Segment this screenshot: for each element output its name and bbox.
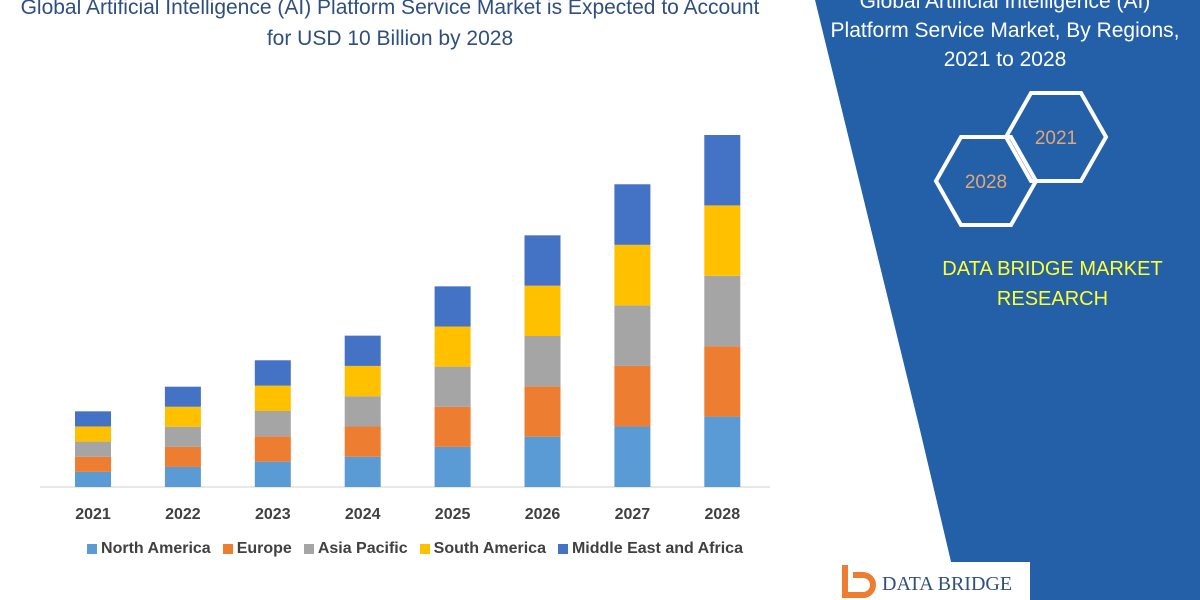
x-tick-label: 2027 bbox=[615, 506, 651, 523]
legend-swatch bbox=[557, 544, 568, 554]
bar-segment bbox=[344, 456, 381, 487]
bar-segment bbox=[434, 366, 471, 407]
legend-label: South America bbox=[433, 540, 546, 557]
bar-segment bbox=[75, 441, 111, 457]
legend-item: Europe bbox=[222, 540, 292, 558]
legend-swatch bbox=[419, 544, 430, 554]
legend-item: North America bbox=[87, 540, 211, 558]
logo-text: DATA BRIDGE bbox=[882, 573, 1012, 595]
bar-segment bbox=[344, 335, 381, 366]
hexagon bbox=[933, 135, 1039, 227]
bar-segment bbox=[434, 286, 471, 327]
legend: North America Europe Asia Pacific South Ame… bbox=[40, 540, 790, 558]
bar-segment bbox=[344, 396, 381, 427]
bar-segment bbox=[254, 436, 291, 462]
legend-swatch bbox=[222, 544, 233, 554]
bar-segment bbox=[254, 385, 291, 411]
bar-segment bbox=[614, 365, 651, 427]
legend-label: North America bbox=[101, 540, 211, 557]
bar-segment bbox=[704, 416, 741, 487]
x-tick-label: 2022 bbox=[165, 506, 201, 523]
legend-swatch bbox=[87, 544, 98, 554]
bar-segment bbox=[164, 386, 201, 407]
bar-segment bbox=[164, 426, 201, 447]
bar-segment bbox=[164, 446, 201, 467]
bar-segment bbox=[164, 406, 201, 427]
chart-title: Global Artificial Intelligence (AI) Plat… bbox=[20, 0, 760, 50]
bar-segment bbox=[704, 205, 741, 276]
bar-segment bbox=[344, 426, 381, 457]
bar-segment bbox=[75, 456, 111, 472]
bar-segment bbox=[254, 461, 291, 487]
bar-segment bbox=[75, 426, 111, 442]
bar-segment bbox=[614, 426, 651, 487]
badge-label: 2021 bbox=[1035, 128, 1077, 149]
x-tick-label: 2028 bbox=[705, 506, 741, 523]
bar-segment bbox=[434, 446, 471, 487]
bar-segment bbox=[434, 326, 471, 367]
legend-label: Asia Pacific bbox=[317, 540, 408, 557]
side-title: Global Artificial Intelligence (AI) Plat… bbox=[830, 0, 1180, 71]
bar-segment bbox=[75, 471, 111, 487]
brand: DATA BRIDGE MARKET RESEARCH bbox=[942, 258, 1163, 310]
legend-item: South America bbox=[419, 540, 546, 558]
logo-icon bbox=[842, 565, 876, 598]
x-tick-label: 2023 bbox=[255, 506, 291, 523]
bar-segment bbox=[524, 386, 561, 437]
bar-segment bbox=[704, 346, 741, 417]
legend-item: Middle East and Africa bbox=[557, 540, 743, 558]
side-panel-bg bbox=[815, 0, 1200, 600]
bar-segment bbox=[254, 360, 291, 386]
x-tick-label: 2026 bbox=[525, 506, 561, 523]
bar-segment bbox=[524, 285, 561, 336]
x-tick-label: 2021 bbox=[75, 506, 111, 523]
legend-swatch bbox=[303, 544, 314, 554]
x-tick-label: 2024 bbox=[345, 506, 381, 523]
bar-segment bbox=[704, 275, 741, 347]
bar-segment bbox=[254, 410, 291, 437]
bar-segment bbox=[614, 184, 651, 245]
bar-segment bbox=[164, 466, 201, 487]
bar-segment bbox=[434, 406, 471, 447]
bar-segment bbox=[614, 244, 651, 306]
legend-label: Europe bbox=[236, 540, 292, 557]
bar-segment bbox=[614, 305, 651, 366]
legend-item: Asia Pacific bbox=[303, 540, 408, 558]
bar-segment bbox=[344, 365, 381, 397]
bar-segment bbox=[524, 235, 561, 286]
x-tick-label: 2025 bbox=[435, 506, 471, 523]
bar-segment bbox=[704, 135, 741, 206]
bar-segment bbox=[75, 411, 111, 427]
bar-segment bbox=[524, 436, 561, 487]
legend-label: Middle East and Africa bbox=[571, 540, 743, 557]
bar-segment bbox=[524, 335, 561, 387]
badge-label: 2028 bbox=[965, 172, 1007, 193]
